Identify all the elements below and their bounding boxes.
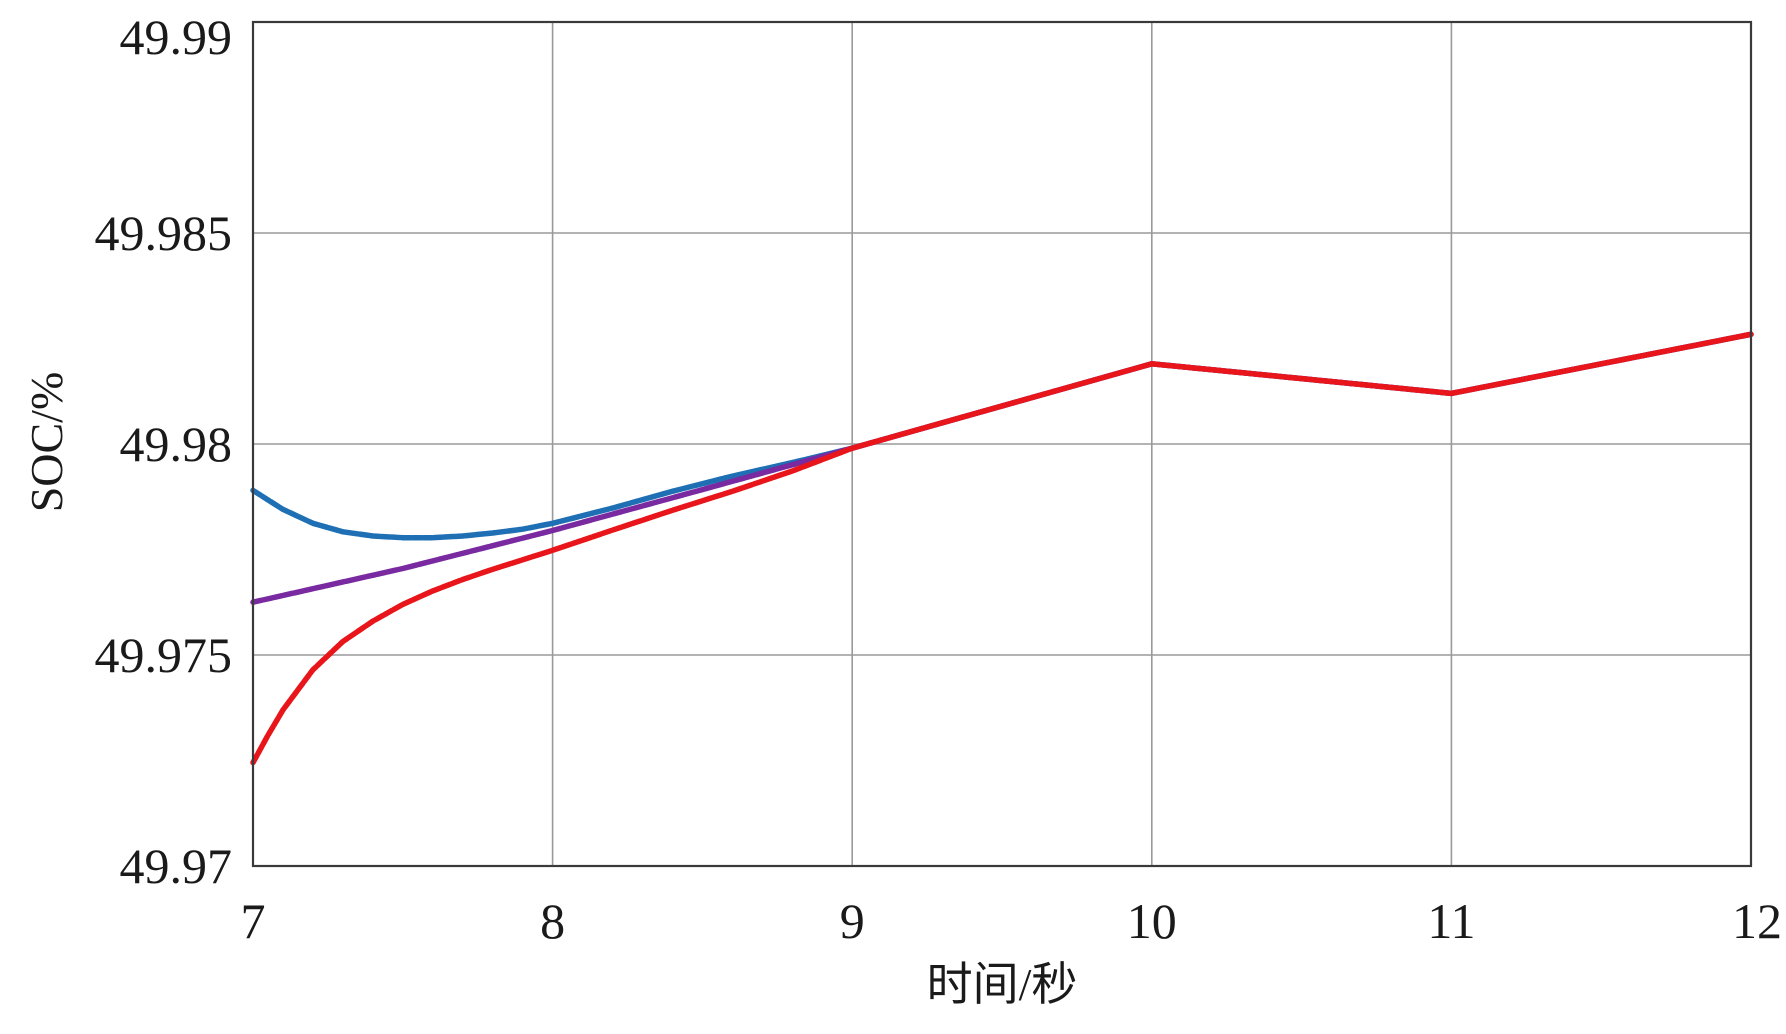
y-tick-label: 49.975 (95, 627, 233, 683)
x-tick-label: 7 (241, 893, 266, 949)
plot-frame (251, 20, 1753, 868)
x-tick-label: 11 (1427, 893, 1475, 949)
x-tick-labels: 7 8 9 10 11 12 (241, 893, 1783, 949)
y-tick-label: 49.985 (95, 205, 233, 261)
grid-lines (252, 21, 1752, 867)
x-tick-label: 12 (1732, 893, 1782, 949)
y-tick-labels: 49.97 49.975 49.98 49.985 49.99 (95, 9, 233, 894)
series-line (250, 331, 1754, 605)
x-tick-label: 8 (540, 893, 565, 949)
series-lines (250, 331, 1754, 766)
x-tick-label: 10 (1127, 893, 1177, 949)
y-tick-label: 49.99 (120, 9, 233, 65)
x-tick-label: 9 (840, 893, 865, 949)
series-line (250, 331, 1754, 541)
y-axis-title: SOC/% (21, 372, 72, 513)
x-axis-title: 时间/秒 (927, 959, 1078, 1010)
y-tick-label: 49.98 (120, 416, 233, 472)
series-line (250, 331, 1754, 766)
y-tick-label: 49.97 (120, 838, 233, 894)
